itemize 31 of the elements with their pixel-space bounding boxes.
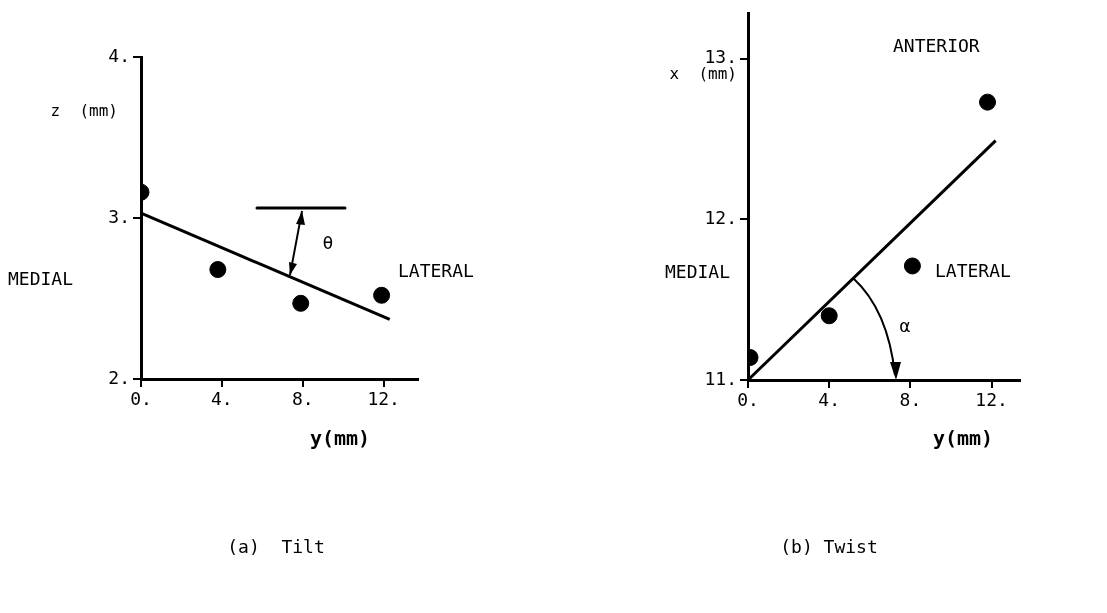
- x-axis-title: y(mm): [932, 426, 994, 451]
- point: [292, 294, 310, 312]
- y-tick-label: 4.: [108, 44, 130, 66]
- x-tick-label: 12.: [975, 389, 1008, 411]
- y-axis-title: z (mm): [50, 101, 118, 121]
- x-tick-label: 12.: [367, 388, 400, 410]
- x-tick-label: 0.: [737, 389, 759, 411]
- x-tick-label: 8.: [899, 389, 922, 411]
- point: [979, 93, 997, 111]
- text: MEDIAL: [8, 267, 74, 289]
- annotation: LATERAL: [935, 259, 1012, 281]
- text: MEDIAL: [665, 260, 731, 282]
- y-tick-label: 2.: [108, 366, 130, 388]
- y-tick-label: 12.: [704, 207, 737, 229]
- x-tick-label: 4.: [211, 388, 233, 410]
- point: [373, 286, 391, 304]
- x-tick-label: 4.: [818, 389, 841, 411]
- y-tick-label: 3.: [108, 205, 130, 227]
- annotation: ANTERIOR: [893, 34, 980, 56]
- point: [209, 261, 227, 279]
- point: [903, 257, 921, 275]
- annotation: α: [899, 314, 911, 336]
- point: [820, 307, 838, 325]
- annotation: θ: [322, 231, 334, 253]
- text: (a) Tilt: [227, 535, 325, 557]
- x-tick-label: 8.: [291, 388, 314, 410]
- annotation: LATERAL: [398, 259, 475, 281]
- y-tick-label: 11.: [704, 367, 737, 389]
- x-axis-title: y(mm): [309, 426, 371, 451]
- text: (b) Twist: [780, 535, 878, 557]
- x-tick-label: 0.: [130, 388, 152, 410]
